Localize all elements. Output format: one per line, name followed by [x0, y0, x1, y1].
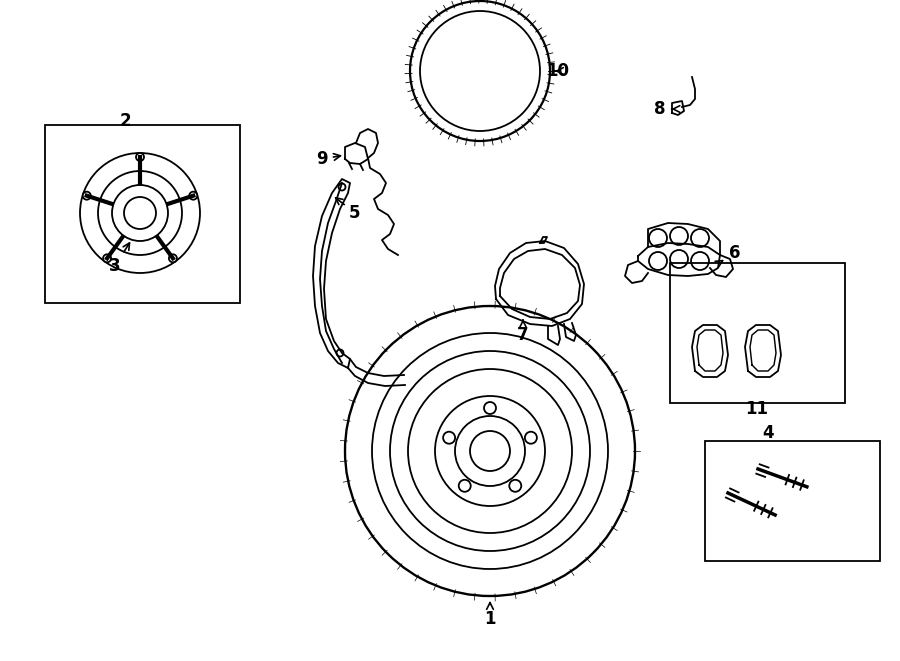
Circle shape	[189, 192, 197, 200]
Circle shape	[83, 192, 91, 200]
Text: 4: 4	[762, 424, 774, 442]
Text: 7: 7	[518, 320, 529, 344]
Circle shape	[104, 254, 111, 262]
Bar	[45, 125, 240, 303]
Text: 11: 11	[745, 400, 769, 418]
Text: 6: 6	[716, 244, 741, 267]
Text: 8: 8	[654, 100, 680, 118]
Bar	[670, 263, 845, 403]
Text: 2: 2	[119, 112, 130, 130]
Text: 5: 5	[336, 198, 361, 222]
Text: 1: 1	[484, 603, 496, 628]
Text: 3: 3	[109, 243, 130, 275]
Text: 10: 10	[546, 62, 570, 80]
Bar	[705, 441, 880, 561]
Circle shape	[169, 254, 177, 262]
Circle shape	[136, 153, 144, 161]
Text: 9: 9	[316, 150, 340, 168]
